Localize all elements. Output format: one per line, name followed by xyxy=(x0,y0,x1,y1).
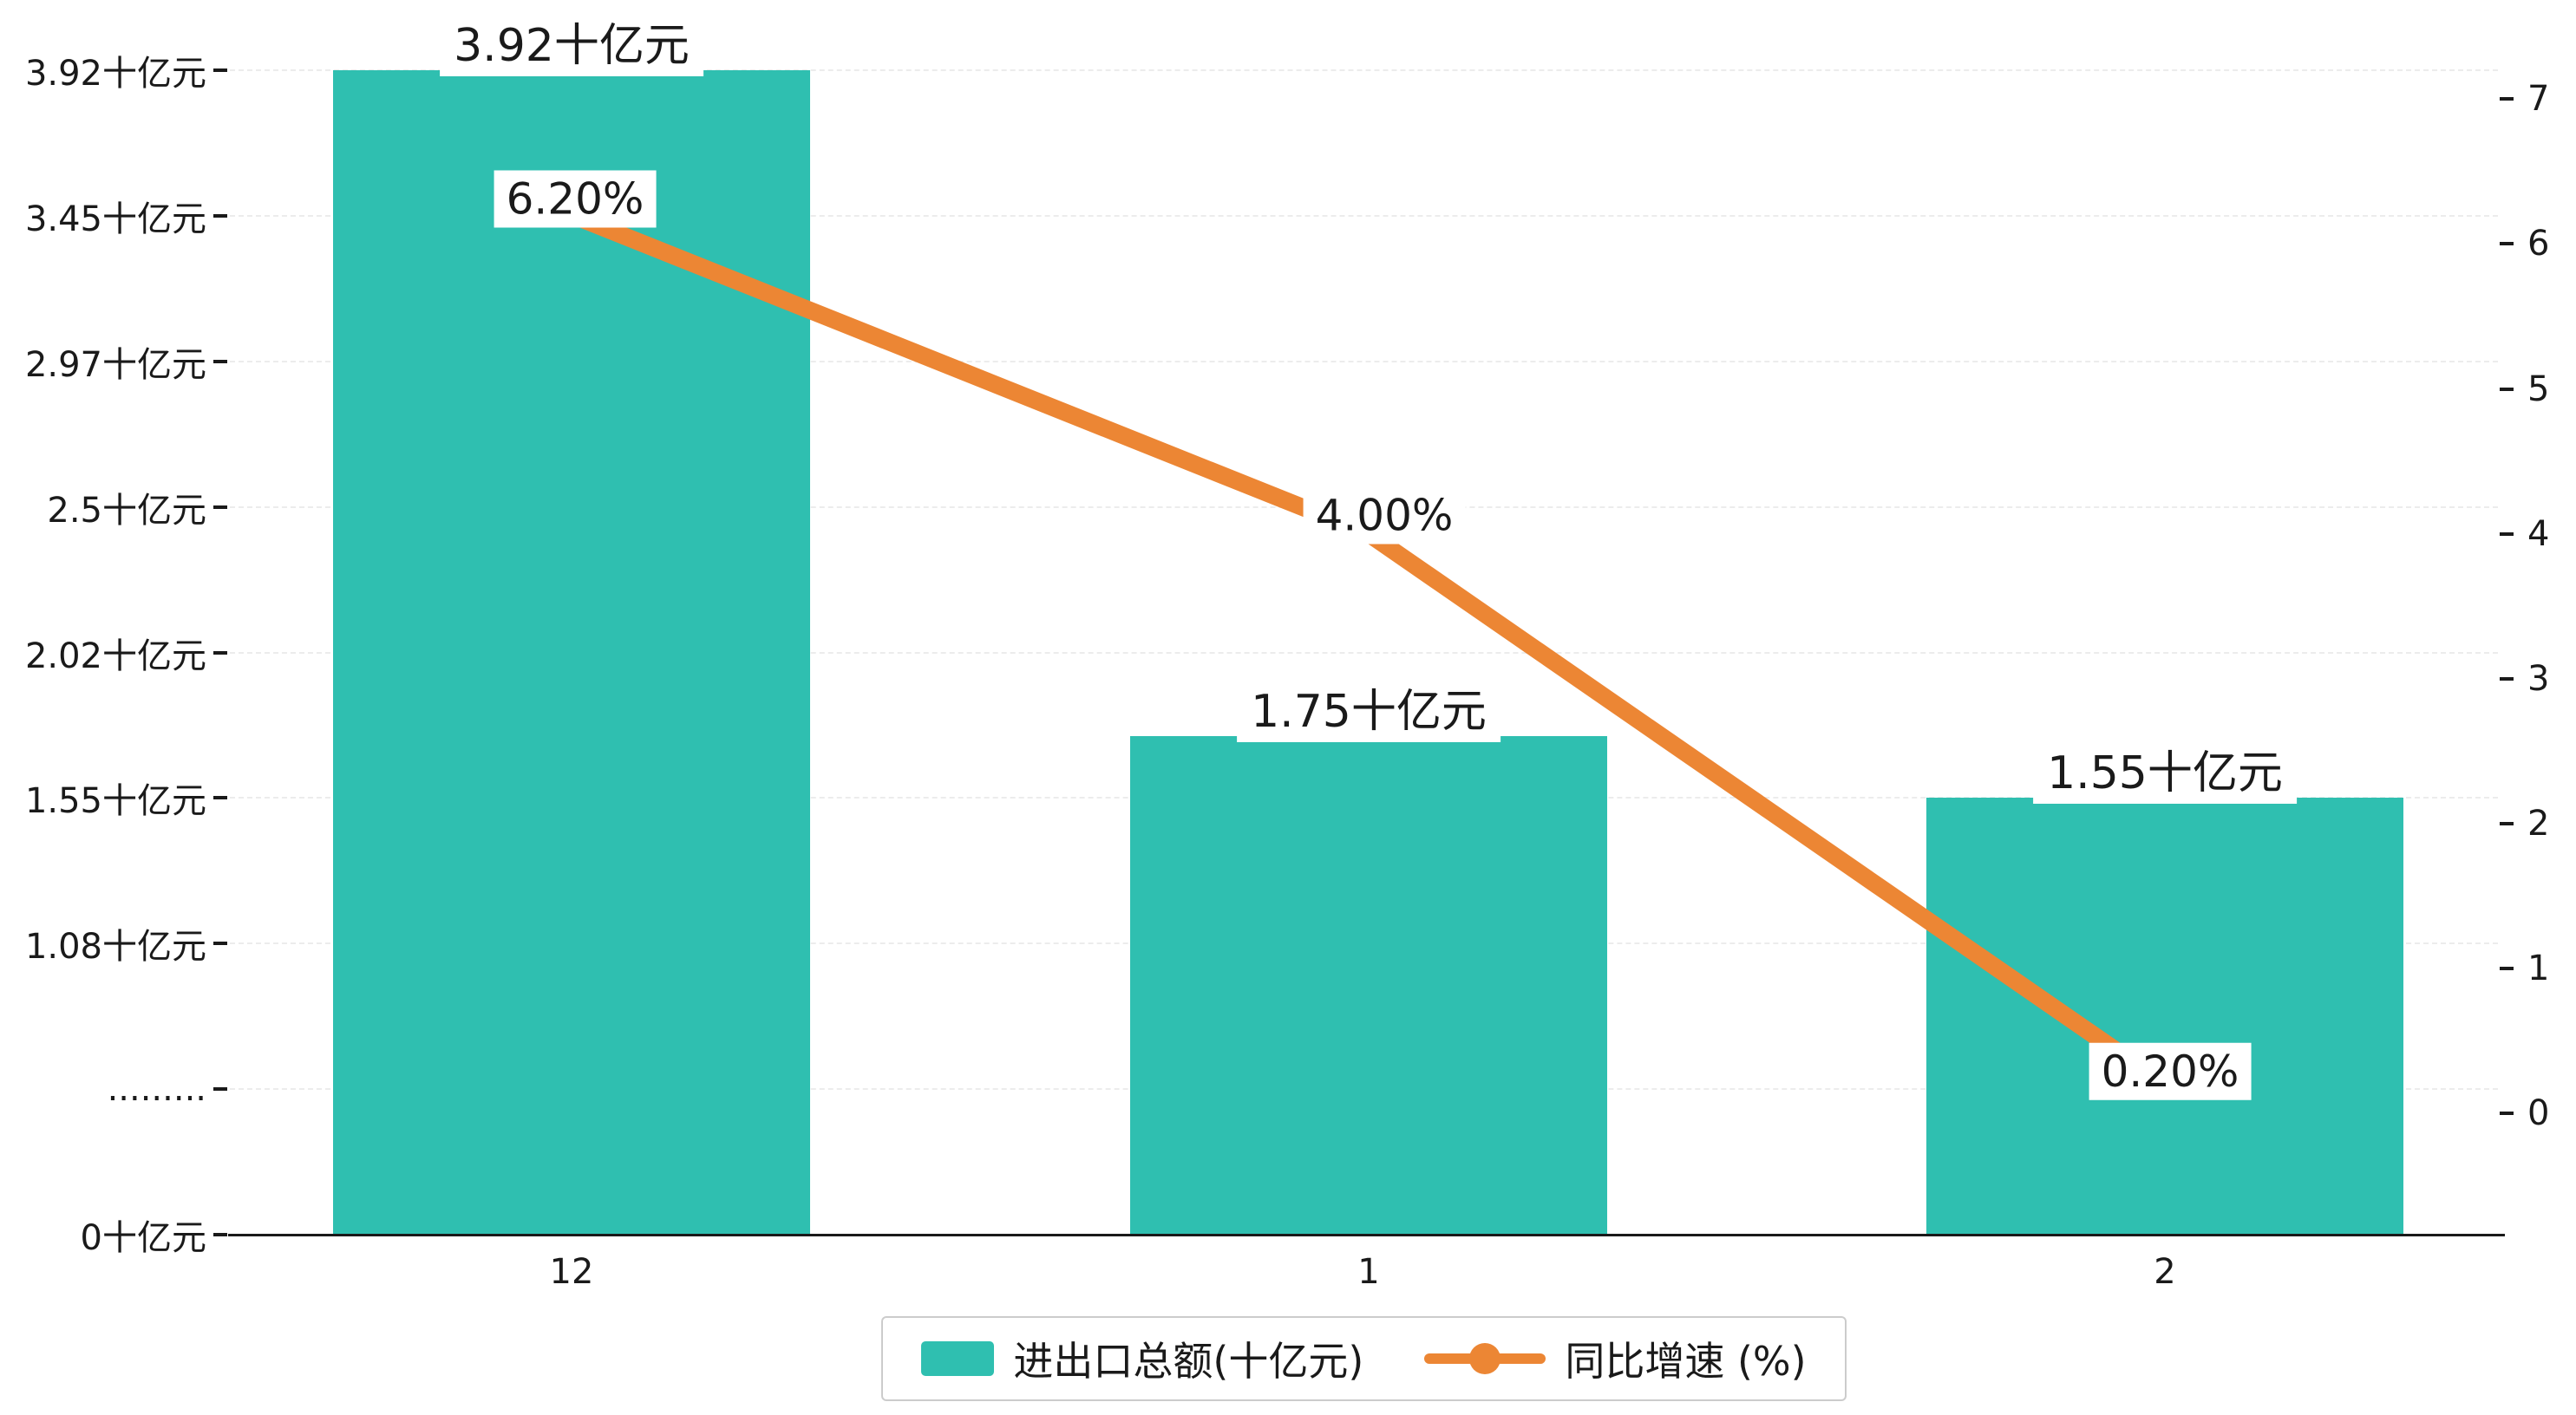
right-axis-tick-label: 6 xyxy=(2527,224,2550,264)
line-value-label: 4.00% xyxy=(1303,486,1466,544)
right-axis-tick-mark xyxy=(2500,387,2514,391)
gridline xyxy=(230,69,2498,71)
gridline xyxy=(230,360,2498,362)
legend-item-bar-series[interactable]: 进出口总额(十亿元) xyxy=(921,1330,1363,1387)
line-value-label: 0.20% xyxy=(2089,1042,2252,1100)
left-axis-tick-label: 2.5十亿元 xyxy=(47,490,206,531)
right-axis-tick-mark xyxy=(2500,97,2514,101)
right-axis-tick-mark xyxy=(2500,531,2514,536)
right-axis-tick-mark xyxy=(2500,242,2514,246)
left-axis-tick-mark xyxy=(213,650,227,655)
x-axis-category-label: 1 xyxy=(1357,1252,1380,1292)
right-axis-tick-mark xyxy=(2500,966,2514,970)
left-axis-tick-label: ......... xyxy=(107,1069,206,1110)
left-axis-tick-label: 1.08十亿元 xyxy=(24,927,206,968)
bar-12[interactable] xyxy=(333,70,810,1235)
right-axis-tick-mark xyxy=(2500,676,2514,681)
line-series-path xyxy=(563,205,2174,1093)
left-axis-tick-mark xyxy=(213,359,227,363)
legend: 进出口总额(十亿元) 同比增速 (%) xyxy=(230,1316,2498,1401)
left-axis-tick-mark xyxy=(213,942,227,946)
left-axis-tick-mark xyxy=(213,505,227,509)
right-axis-tick-label: 5 xyxy=(2527,368,2550,409)
right-axis-tick-label: 1 xyxy=(2527,948,2550,988)
gridline xyxy=(230,214,2498,217)
left-axis-tick-mark xyxy=(213,213,227,218)
legend-label-line-series: 同比增速 (%) xyxy=(1565,1338,1807,1385)
legend-label-bar-series: 进出口总额(十亿元) xyxy=(1013,1338,1364,1385)
line-series-dot-icon xyxy=(1469,1343,1501,1374)
left-axis-tick-label: 1.55十亿元 xyxy=(24,781,206,822)
bar-1[interactable] xyxy=(1130,735,1607,1235)
legend-item-line-series[interactable]: 同比增速 (%) xyxy=(1424,1330,1807,1387)
left-axis-tick-label: 2.02十亿元 xyxy=(24,636,206,676)
right-axis-tick-label: 4 xyxy=(2527,513,2550,554)
left-axis-tick-label: 3.45十亿元 xyxy=(24,199,206,239)
right-axis-tick-label: 3 xyxy=(2527,658,2550,699)
legend-box: 进出口总额(十亿元) 同比增速 (%) xyxy=(881,1316,1847,1401)
left-axis-tick-label: 3.92十亿元 xyxy=(24,54,206,94)
right-axis-tick-label: 0 xyxy=(2527,1093,2550,1133)
left-axis-tick-label: 0十亿元 xyxy=(80,1218,206,1258)
bar-value-label: 3.92十亿元 xyxy=(440,16,703,76)
line-series-swatch-icon xyxy=(1424,1343,1546,1374)
left-axis-tick-mark xyxy=(213,796,227,800)
bar-value-label: 1.75十亿元 xyxy=(1237,681,1500,742)
bar-2[interactable] xyxy=(1926,798,2403,1235)
left-axis-tick-label: 2.97十亿元 xyxy=(24,344,206,385)
gridline xyxy=(230,651,2498,654)
right-axis-tick-label: 2 xyxy=(2527,803,2550,844)
left-axis-tick-mark xyxy=(213,68,227,72)
left-axis-tick-mark xyxy=(213,1233,227,1236)
bar-series-swatch-icon xyxy=(921,1341,995,1376)
right-axis-tick-mark xyxy=(2500,821,2514,825)
x-axis-line xyxy=(228,1234,2505,1236)
x-axis-category-label: 12 xyxy=(549,1252,594,1292)
right-axis-tick-mark xyxy=(2500,1112,2514,1115)
bar-value-label: 1.55十亿元 xyxy=(2033,744,2297,805)
right-axis-tick-label: 7 xyxy=(2527,79,2550,120)
line-value-label: 6.20% xyxy=(494,170,657,228)
left-axis-tick-mark xyxy=(213,1087,227,1092)
x-axis-category-label: 2 xyxy=(2154,1252,2176,1292)
